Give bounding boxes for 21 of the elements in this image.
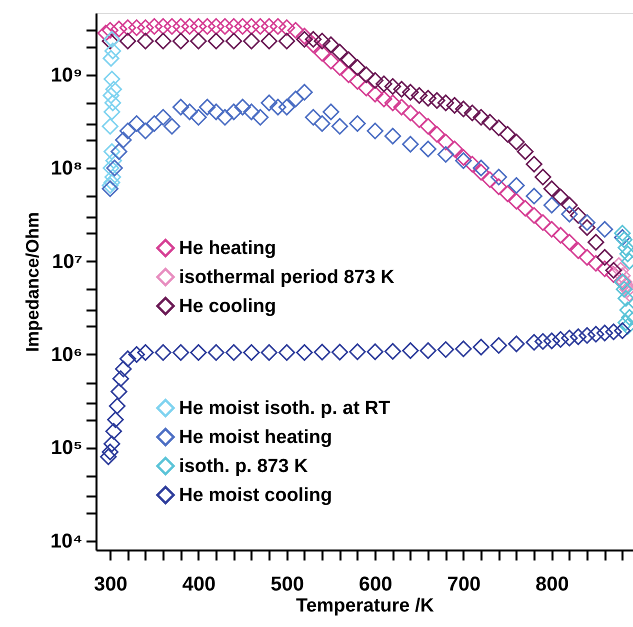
x-tick-label: 800: [536, 574, 569, 596]
legend-label: isothermal period 873 K: [179, 267, 395, 288]
x-tick-label: 600: [358, 574, 392, 596]
y-tick-label: 10⁸: [50, 158, 82, 180]
legend-label: He moist cooling: [179, 485, 332, 506]
legend-label: He heating: [179, 238, 276, 260]
legend-label: He moist isoth. p. at RT: [179, 398, 391, 420]
y-tick-label: 10⁶: [51, 344, 82, 366]
legend-label: He cooling: [179, 296, 276, 318]
legend-label: isoth. p. 873 K: [179, 456, 308, 478]
y-tick-label: 10⁴: [50, 530, 82, 552]
legend-label: He moist heating: [179, 427, 332, 448]
x-tick-label: 500: [270, 574, 304, 596]
y-axis-title: Impedance/Ohm: [22, 212, 42, 352]
y-tick-label: 10⁹: [50, 64, 82, 86]
x-tick-label: 300: [94, 574, 128, 596]
y-tick-label: 10⁷: [52, 250, 82, 273]
x-tick-label: 700: [447, 574, 481, 596]
y-tick-label: 10⁵: [50, 437, 82, 460]
x-axis-title: Temperature /K: [296, 596, 434, 616]
x-tick-label: 400: [182, 574, 216, 596]
